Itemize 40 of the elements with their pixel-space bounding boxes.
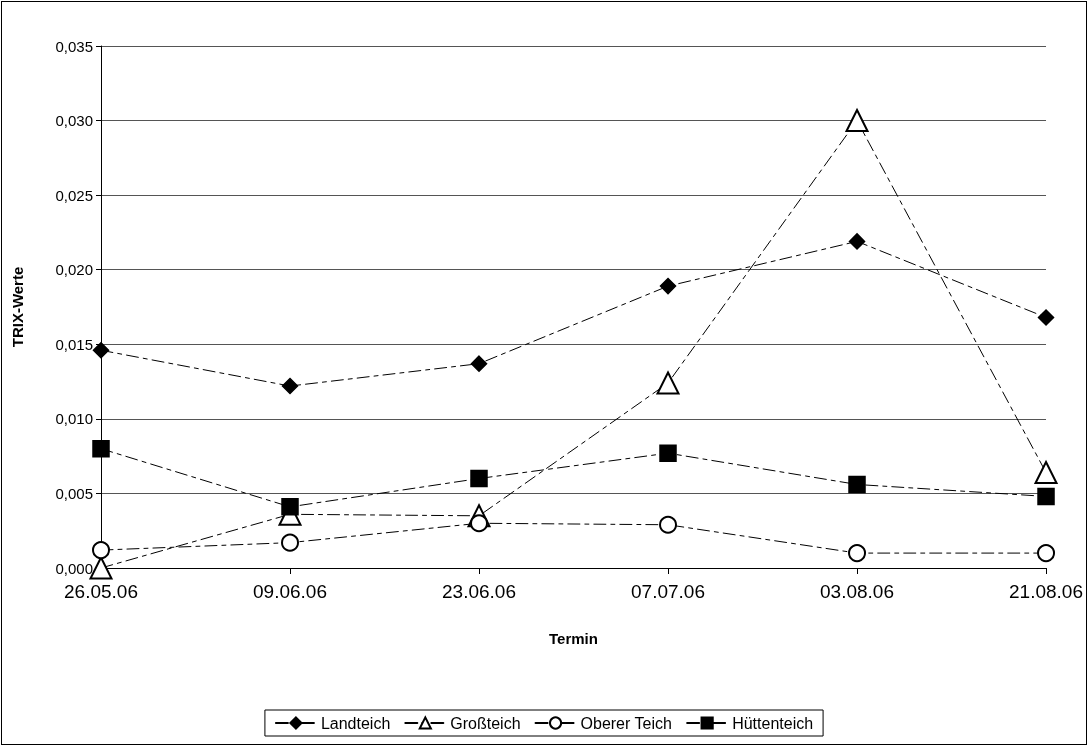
x-tick-label: 03.08.06 bbox=[820, 581, 894, 602]
legend-label: Oberer Teich bbox=[580, 714, 672, 732]
x-tick-label: 21.08.06 bbox=[1009, 581, 1083, 602]
y-tick-label: 0,010 bbox=[55, 410, 93, 428]
point bbox=[656, 371, 680, 395]
y-tick-label: 0,035 bbox=[55, 37, 93, 55]
point bbox=[281, 533, 299, 552]
x-tick-label: 26.05.06 bbox=[64, 581, 138, 602]
point bbox=[281, 377, 299, 395]
point bbox=[1037, 487, 1055, 506]
point bbox=[659, 277, 677, 295]
point bbox=[845, 109, 869, 133]
point bbox=[659, 444, 677, 462]
legend-label: Großteich bbox=[450, 714, 521, 732]
x-tick-label: 09.06.06 bbox=[253, 581, 327, 602]
x-axis-title: Termin bbox=[549, 630, 598, 647]
y-tick-label: 0,005 bbox=[55, 484, 93, 502]
point bbox=[470, 469, 488, 488]
point bbox=[92, 541, 110, 560]
legend-label: Hüttenteich bbox=[732, 714, 814, 732]
point bbox=[1037, 544, 1056, 563]
point bbox=[470, 355, 488, 372]
y-tick-label: 0,025 bbox=[55, 186, 93, 204]
point bbox=[92, 342, 110, 359]
point bbox=[281, 498, 299, 516]
y-tick-label: 0,000 bbox=[55, 559, 93, 577]
x-tick-label: 23.06.06 bbox=[442, 581, 516, 602]
y-tick-label: 0,030 bbox=[55, 112, 93, 130]
point bbox=[848, 233, 866, 250]
legend-label: Landteich bbox=[320, 714, 391, 732]
point bbox=[848, 544, 867, 563]
point bbox=[659, 515, 678, 534]
point bbox=[1037, 309, 1055, 326]
y-tick-label: 0,020 bbox=[55, 261, 93, 279]
y-tick-label: 0,015 bbox=[55, 335, 93, 353]
point bbox=[92, 439, 110, 458]
y-axis-title: TRIX-Werte bbox=[9, 266, 26, 348]
point bbox=[848, 475, 866, 494]
point bbox=[1034, 461, 1058, 485]
x-tick-label: 07.07.06 bbox=[631, 581, 705, 602]
